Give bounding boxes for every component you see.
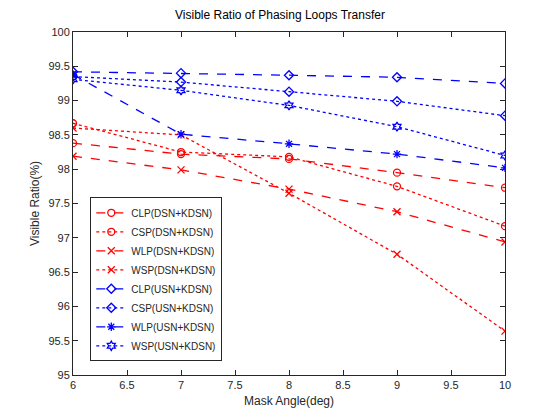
svg-text:8: 8	[286, 379, 292, 391]
svg-text:97: 97	[58, 232, 70, 244]
svg-text:95.5: 95.5	[48, 335, 69, 347]
svg-text:10: 10	[499, 379, 511, 391]
svg-text:Mask Angle(deg): Mask Angle(deg)	[244, 394, 334, 408]
svg-text:CLP(DSN+KDSN): CLP(DSN+KDSN)	[131, 208, 212, 219]
svg-text:WLP(DSN+KDSN): WLP(DSN+KDSN)	[131, 246, 214, 257]
svg-text:97.5: 97.5	[48, 197, 69, 209]
svg-text:CLP(USN+KDSN): CLP(USN+KDSN)	[131, 284, 212, 295]
svg-text:WSP(DSN+KDSN): WSP(DSN+KDSN)	[131, 265, 215, 276]
svg-text:99.5: 99.5	[48, 60, 69, 72]
svg-text:6.5: 6.5	[119, 379, 134, 391]
svg-text:CSP(USN+KDSN): CSP(USN+KDSN)	[131, 303, 213, 314]
svg-text:9: 9	[394, 379, 400, 391]
svg-text:9.5: 9.5	[443, 379, 458, 391]
svg-text:95: 95	[58, 369, 70, 381]
svg-text:Visible Ratio of Phasing Loops: Visible Ratio of Phasing Loops Transfer	[175, 8, 385, 22]
svg-text:99: 99	[58, 94, 70, 106]
svg-text:CSP(DSN+KDSN): CSP(DSN+KDSN)	[131, 227, 213, 238]
svg-text:98.5: 98.5	[48, 129, 69, 141]
svg-text:98: 98	[58, 163, 70, 175]
svg-text:Visible Ratio(%): Visible Ratio(%)	[28, 161, 42, 246]
svg-text:7.5: 7.5	[227, 379, 242, 391]
svg-text:7: 7	[178, 379, 184, 391]
svg-text:6: 6	[70, 379, 76, 391]
svg-text:96.5: 96.5	[48, 266, 69, 278]
svg-text:WSP(USN+KDSN): WSP(USN+KDSN)	[131, 341, 215, 352]
svg-text:8.5: 8.5	[335, 379, 350, 391]
svg-text:96: 96	[58, 300, 70, 312]
svg-text:100: 100	[51, 26, 69, 38]
svg-text:WLP(USN+KDSN): WLP(USN+KDSN)	[131, 322, 214, 333]
